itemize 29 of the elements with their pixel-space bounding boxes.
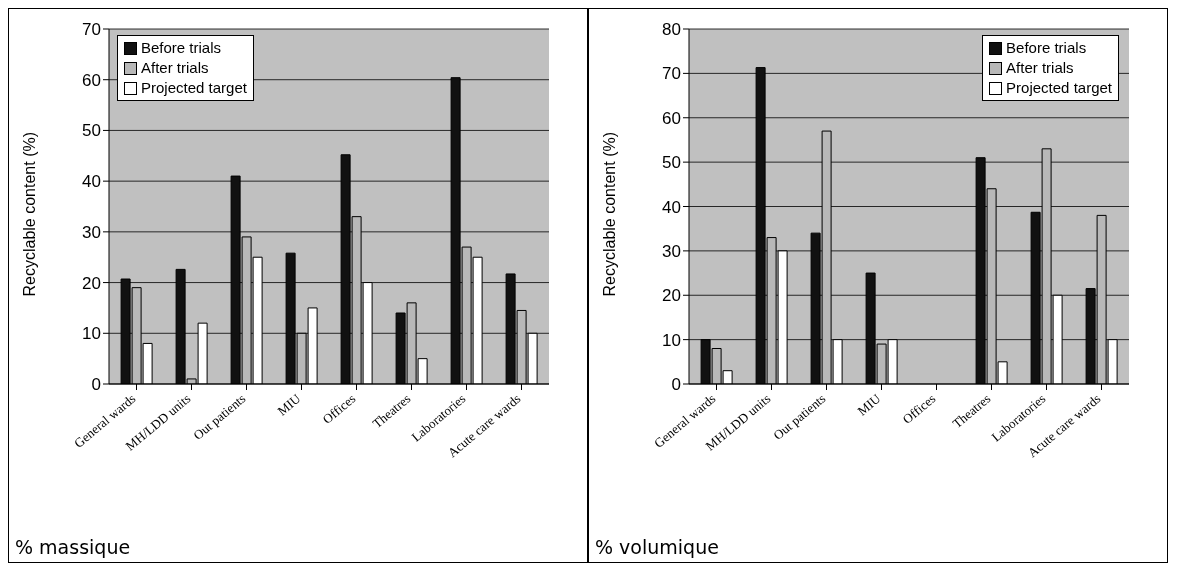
y-tick-label: 70 [662,64,681,84]
legend-label: Projected target [141,78,247,98]
x-tick-label: MIU [274,390,304,419]
y-tick-label: 20 [662,286,681,306]
y-axis-title: Recyclable content (%) [20,131,38,297]
y-tick-label: 50 [662,153,681,173]
legend-label: Projected target [1006,78,1112,98]
y-tick-label: 80 [662,20,681,40]
y-tick-label: 0 [91,375,101,395]
text: % massique [15,536,131,558]
y-axis-title: Recyclable content (%) [600,131,618,297]
y-tick-label: 40 [82,172,101,192]
y-tick-label: 20 [82,273,101,293]
text: % volumique [595,536,719,558]
legend-label: After trials [141,58,209,78]
legend-label: Before trials [1006,38,1087,58]
legend-label: Before trials [141,38,222,58]
x-tick-label: MIU [854,390,884,419]
y-tick-label: 60 [662,108,681,128]
legend-label: After trials [1006,58,1074,78]
y-tick-label: 30 [662,241,681,261]
y-tick-label: 60 [82,70,101,90]
y-tick-label: 10 [82,324,101,344]
y-tick-label: 50 [82,121,101,141]
y-tick-label: 10 [662,330,681,350]
y-tick-label: 0 [671,375,681,395]
y-tick-label: 30 [82,222,101,242]
y-tick-label: 70 [82,20,101,40]
y-tick-label: 40 [662,197,681,217]
